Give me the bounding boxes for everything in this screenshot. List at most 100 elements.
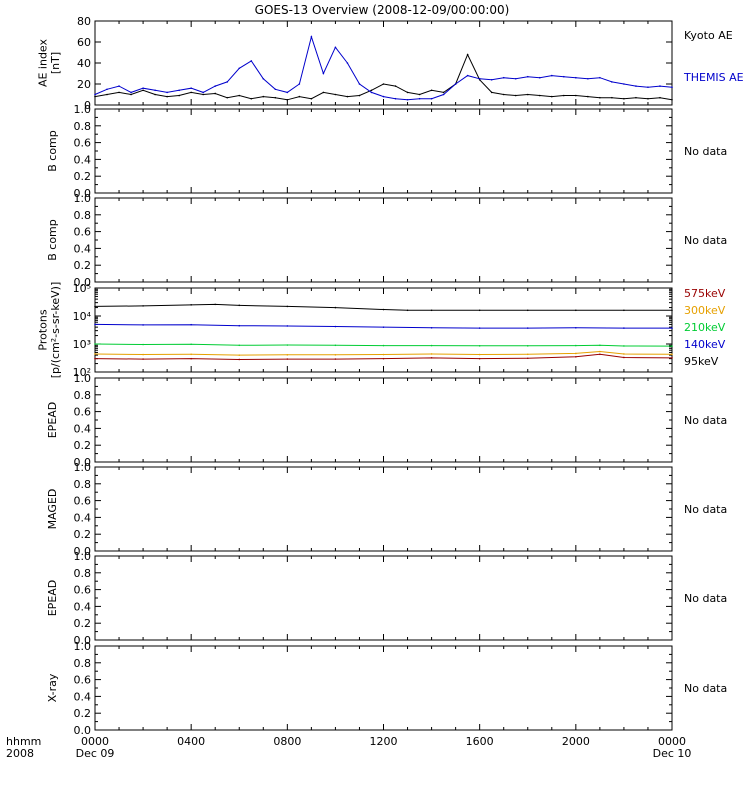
y-tick-label: 0.0 xyxy=(74,724,92,737)
data-point xyxy=(130,91,132,94)
y-tick-label: 0.4 xyxy=(74,422,92,435)
data-point xyxy=(671,353,673,356)
series-line-kyoto-ae xyxy=(94,53,673,101)
data-point xyxy=(623,309,625,312)
y-tick-label: 0.4 xyxy=(74,690,92,703)
y-tick-label: 20 xyxy=(77,78,91,91)
no-data-label: No data xyxy=(684,234,727,247)
x-tick-label: 0800 xyxy=(273,735,301,748)
y-tick-label: 0.2 xyxy=(74,617,92,630)
no-data-label: No data xyxy=(684,592,727,605)
data-point xyxy=(502,76,505,79)
data-point xyxy=(94,353,96,355)
data-point xyxy=(490,91,493,94)
data-point xyxy=(382,344,385,347)
data-point xyxy=(430,97,433,100)
data-point xyxy=(334,344,337,347)
y-tick-label: 0.2 xyxy=(74,170,92,183)
data-point xyxy=(382,95,385,98)
data-point xyxy=(106,88,108,91)
data-point xyxy=(238,344,241,347)
y-axis-label: B comp xyxy=(46,219,59,261)
data-point xyxy=(418,93,421,96)
series-line-210kev xyxy=(94,343,673,347)
data-point xyxy=(430,89,433,92)
series-line-themis-ae xyxy=(94,35,673,101)
data-point xyxy=(370,91,373,94)
y-tick-label: 0.0 xyxy=(74,545,92,558)
data-point xyxy=(430,309,433,312)
data-point xyxy=(142,87,144,89)
legend-entry: 575keV xyxy=(684,287,726,300)
data-point xyxy=(370,89,373,92)
y-tick-label: 0.0 xyxy=(74,276,92,289)
panel-frame xyxy=(94,197,673,283)
panel-4: 10² 10³ 10⁴ 10⁵ Protons[p/(cm²-s-sr-keV)] 575… xyxy=(37,282,726,379)
y-tick-label: 0.6 xyxy=(74,406,92,419)
data-point xyxy=(238,94,241,97)
y-axis-label-line: EPEAD xyxy=(46,402,59,439)
x-format-label: hhmm xyxy=(6,735,41,748)
data-point xyxy=(575,344,577,347)
data-point xyxy=(94,93,96,96)
data-point xyxy=(575,94,577,97)
y-tick-label: 0.0 xyxy=(74,187,92,200)
y-tick-label: 0.8 xyxy=(74,478,92,491)
data-point xyxy=(466,53,469,56)
data-point xyxy=(298,83,301,85)
y-tick-label: 0.2 xyxy=(74,528,92,541)
data-point xyxy=(334,325,337,328)
data-point xyxy=(190,353,192,356)
data-point xyxy=(478,357,481,360)
y-tick-label: 0.4 xyxy=(74,153,92,166)
y-tick-label: 80 xyxy=(77,15,91,28)
data-point xyxy=(635,96,637,99)
data-point xyxy=(214,85,217,87)
panel-frame xyxy=(94,20,673,106)
data-point xyxy=(623,327,625,329)
y-tick-label: 60 xyxy=(77,36,91,49)
y-tick-label: 0.2 xyxy=(74,707,92,720)
legend-entry: Kyoto AE xyxy=(684,29,733,42)
data-point xyxy=(94,357,96,360)
data-point xyxy=(238,324,241,327)
data-point xyxy=(238,67,241,70)
data-point xyxy=(623,356,625,359)
y-tick-label: 0.6 xyxy=(74,584,92,597)
no-data-label: No data xyxy=(684,145,727,158)
x-date-label: Dec 10 xyxy=(653,747,692,760)
data-point xyxy=(418,97,421,100)
y-tick-label: 0.0 xyxy=(74,634,92,647)
y-axis-label-line: Protons xyxy=(37,309,50,350)
data-point xyxy=(430,344,433,347)
data-point xyxy=(430,353,433,355)
data-point xyxy=(130,93,132,96)
panel-5: 0.0 0.2 0.4 0.6 0.8 1.0 EPEAD No data xyxy=(46,372,727,469)
data-point xyxy=(587,95,589,98)
data-point xyxy=(671,357,673,359)
data-point xyxy=(310,35,313,38)
series-line-575kev xyxy=(94,353,673,361)
data-point xyxy=(202,93,204,96)
data-point xyxy=(442,91,445,94)
y-tick-label: 0.6 xyxy=(74,137,92,150)
data-point xyxy=(526,357,529,360)
y-axis-label: EPEAD xyxy=(46,402,59,439)
data-point xyxy=(94,95,96,98)
data-point xyxy=(310,97,313,100)
data-point xyxy=(286,305,289,308)
data-point xyxy=(274,96,277,99)
data-point xyxy=(286,358,289,360)
x-tick-label: 2000 xyxy=(562,735,590,748)
data-point xyxy=(322,91,325,94)
data-point xyxy=(599,350,601,353)
y-tick-label: 0.2 xyxy=(74,259,92,272)
y-tick-label: 0.8 xyxy=(74,389,92,402)
data-point xyxy=(166,91,168,94)
data-point xyxy=(154,93,156,96)
data-point xyxy=(94,343,96,345)
data-point xyxy=(346,62,349,64)
y-axis-label-line: [p/(cm²-s-sr-keV)] xyxy=(49,282,62,379)
